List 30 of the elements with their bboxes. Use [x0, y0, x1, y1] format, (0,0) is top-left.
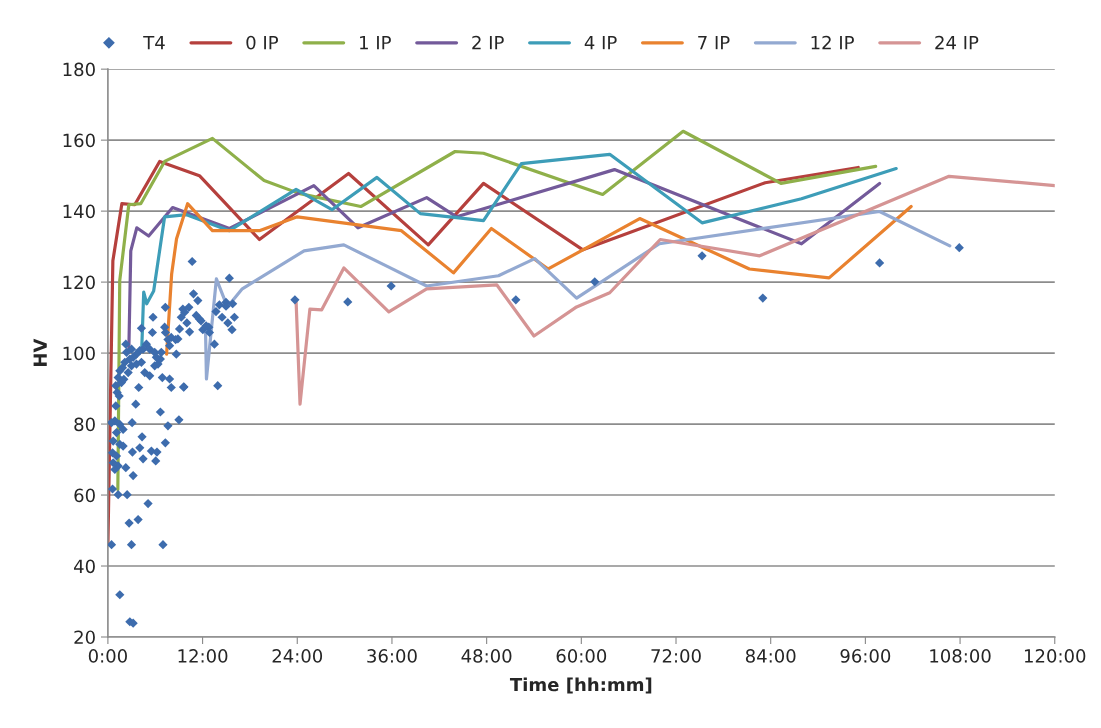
x-tick-label: 60:00: [556, 649, 607, 663]
legend-label: 24 IP: [935, 35, 979, 50]
legend-label: 1 IP: [360, 35, 391, 50]
x-tick-label: 72:00: [651, 649, 701, 663]
x-axis-title: Time [hh:mm]: [509, 677, 652, 694]
y-tick-label: 20: [74, 630, 95, 645]
y-tick-label: 180: [63, 62, 95, 77]
x-tick-label: 48:00: [461, 649, 512, 663]
x-tick-label: 120:00: [1024, 649, 1086, 663]
legend-label: T4: [143, 35, 165, 50]
x-tick-label: 96:00: [840, 649, 891, 663]
legend-label: 0 IP: [246, 35, 279, 50]
x-tick-label: 108:00: [930, 649, 991, 663]
legend-label: 2 IP: [472, 35, 504, 50]
x-tick-label: 12:00: [178, 649, 228, 663]
y-tick-label: 140: [63, 204, 95, 219]
legend-label: 4 IP: [584, 35, 617, 50]
x-tick-label: 84:00: [745, 649, 796, 663]
y-tick-label: 60: [74, 488, 95, 503]
x-tick-label: 0:00: [88, 649, 127, 663]
legend-label: 12 IP: [811, 35, 854, 50]
y-tick-label: 160: [63, 133, 95, 148]
y-axis-title: HV: [33, 338, 47, 366]
legend-label: 7 IP: [698, 35, 730, 50]
y-tick-label: 100: [63, 346, 95, 361]
x-tick-label: 24:00: [272, 649, 323, 663]
x-tick-label: 36:00: [367, 649, 417, 663]
y-tick-label: 80: [74, 417, 95, 432]
y-tick-label: 40: [74, 559, 95, 574]
y-tick-label: 120: [63, 275, 95, 290]
